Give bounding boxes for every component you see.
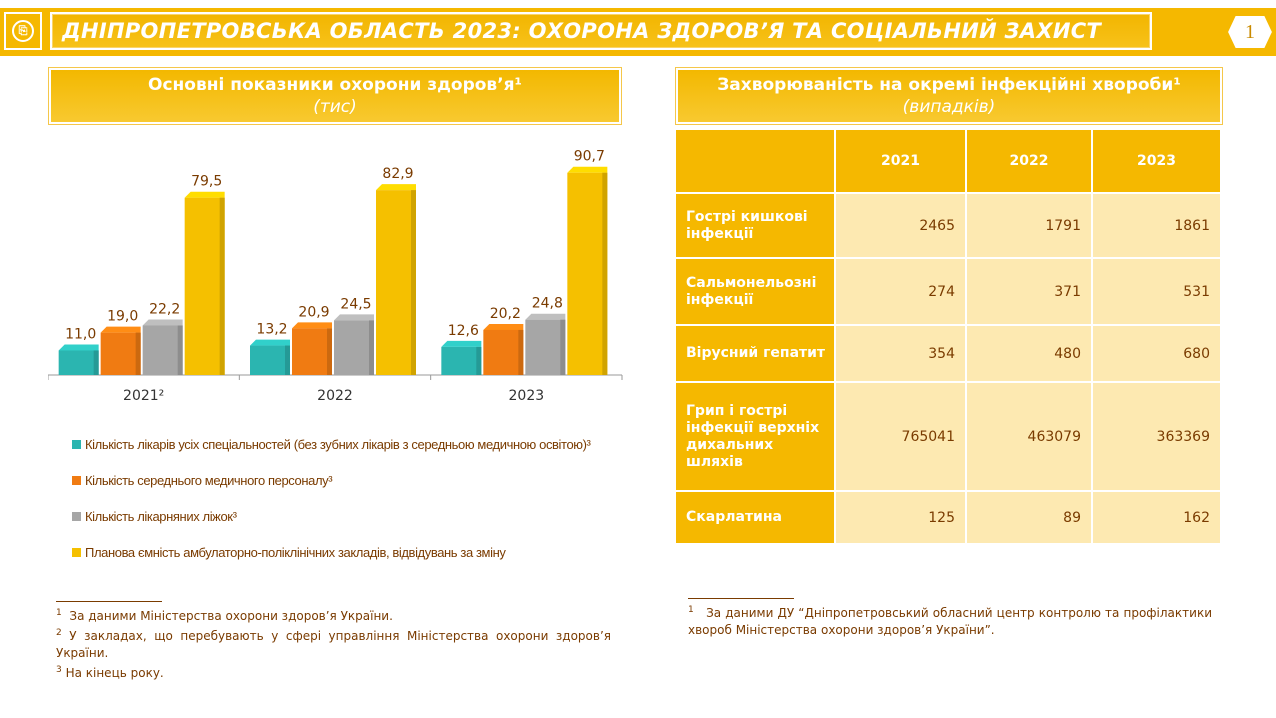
- health-indicators-banner: Основні показники охорони здоров’я¹ (тис…: [49, 68, 621, 124]
- data-label: 19,0: [107, 309, 138, 325]
- legend-label: Планова ємність амбулаторно-поліклінічни…: [85, 545, 506, 560]
- legend-label: Кількість лікарів усіх спеціальностей (б…: [85, 437, 591, 452]
- table-cell: 463079: [967, 383, 1093, 492]
- row-label: Вірусний гепатит: [676, 326, 836, 383]
- footnote-2: 2 У закладах, що перебувають у сфері упр…: [56, 628, 611, 660]
- page-title: ДНІПРОПЕТРОВСЬКА ОБЛАСТЬ 2023: ОХОРОНА З…: [62, 19, 1102, 43]
- infection-subtitle: (випадків): [902, 97, 996, 117]
- legend-swatch: [72, 476, 81, 485]
- legend-swatch: [72, 512, 81, 521]
- table-cell: 89: [967, 492, 1093, 545]
- column-header: 2022: [967, 130, 1093, 194]
- data-label: 13,2: [256, 322, 287, 338]
- data-label: 20,2: [490, 306, 521, 322]
- data-label: 79,5: [191, 174, 222, 190]
- bar: [292, 322, 332, 375]
- data-label: 22,2: [149, 301, 180, 317]
- table-cell: 363369: [1093, 383, 1222, 492]
- footnote-3: 3 На кінець року.: [56, 665, 164, 680]
- table-cell: 480: [967, 326, 1093, 383]
- logo: ⎘: [4, 12, 42, 50]
- column-header: 2021: [836, 130, 967, 194]
- left-footnotes: 1 За даними Міністерства охорони здоров’…: [56, 605, 611, 682]
- data-label: 24,5: [340, 296, 371, 312]
- bar: [334, 314, 374, 375]
- legend-item-beds: Кількість лікарняних ліжок³: [72, 508, 612, 525]
- footnote-1: 1 За даними Міністерства охорони здоров’…: [56, 608, 393, 623]
- right-footnote: 1 За даними ДУ “Дніпропетровський обласн…: [688, 605, 1212, 637]
- bar: [567, 166, 608, 375]
- row-label: Гострі кишкові інфекції: [676, 194, 836, 259]
- bar: [184, 191, 225, 375]
- page-number: 1: [1245, 20, 1255, 43]
- table-cell: 274: [836, 259, 967, 326]
- table-row: Гострі кишкові інфекції 2465 1791 1861: [676, 194, 1222, 259]
- table-row: Скарлатина 125 89 162: [676, 492, 1222, 545]
- table-cell: 1861: [1093, 194, 1222, 259]
- row-label: Грип і гострі інфекції верхніх дихальних…: [676, 383, 836, 492]
- document-icon: ⎘: [12, 20, 34, 42]
- table-cell: 371: [967, 259, 1093, 326]
- data-label: 82,9: [382, 166, 413, 182]
- data-label: 90,7: [574, 149, 605, 165]
- bar: [525, 313, 566, 375]
- page-badge: [1226, 14, 1274, 50]
- legend-swatch: [72, 440, 81, 449]
- legend-label: Кількість лікарняних ліжок³: [85, 509, 237, 524]
- table-corner: [676, 130, 836, 194]
- table-cell: 2465: [836, 194, 967, 259]
- infection-banner: Захворюваність на окремі інфекційні хвор…: [676, 68, 1222, 124]
- data-label: 11,0: [65, 326, 96, 342]
- health-indicators-subtitle: (тис): [313, 97, 357, 117]
- row-label: Скарлатина: [676, 492, 836, 545]
- table-row: Сальмонельозні інфекції 274 371 531: [676, 259, 1222, 326]
- legend-item-capacity: Планова ємність амбулаторно-поліклінічни…: [72, 544, 612, 561]
- x-tick-label: 2023: [509, 388, 545, 404]
- infection-table: 2021 2022 2023 Гострі кишкові інфекції 2…: [676, 130, 1222, 545]
- infection-title: Захворюваність на окремі інфекційні хвор…: [717, 75, 1181, 95]
- bar: [250, 339, 290, 375]
- data-label: 24,8: [532, 296, 563, 312]
- legend-label: Кількість середнього медичного персоналу…: [85, 473, 333, 488]
- bar: [58, 344, 99, 375]
- table-cell: 162: [1093, 492, 1222, 545]
- health-indicators-title: Основні показники охорони здоров’я¹: [148, 75, 522, 95]
- bar: [376, 184, 416, 375]
- table-cell: 765041: [836, 383, 967, 492]
- row-label: Сальмонельозні інфекції: [676, 259, 836, 326]
- table-cell: 125: [836, 492, 967, 545]
- legend-swatch: [72, 548, 81, 557]
- footnote-rule: [688, 598, 794, 599]
- column-header: 2023: [1093, 130, 1222, 194]
- legend-item-doctors: Кількість лікарів усіх спеціальностей (б…: [72, 436, 612, 453]
- x-tick-label: 2022: [317, 388, 353, 404]
- data-label: 20,9: [298, 304, 329, 320]
- table-header-row: 2021 2022 2023: [676, 130, 1222, 194]
- title-banner: ДНІПРОПЕТРОВСЬКА ОБЛАСТЬ 2023: ОХОРОНА З…: [50, 12, 1152, 50]
- health-bar-chart: 11,0 19,0 22,2 79,5 2021² 13,2 20,9 24,5 82,9 202…: [48, 149, 623, 404]
- legend-item-nurses: Кількість середнього медичного персоналу…: [72, 472, 612, 489]
- bar: [142, 319, 183, 375]
- table-cell: 1791: [967, 194, 1093, 259]
- x-tick-label: 2021²: [123, 388, 164, 404]
- table-cell: 354: [836, 326, 967, 383]
- footnote-rule: [56, 601, 162, 602]
- table-row: Грип і гострі інфекції верхніх дихальних…: [676, 383, 1222, 492]
- data-label: 12,6: [448, 323, 479, 339]
- bar: [441, 340, 482, 375]
- table-cell: 531: [1093, 259, 1222, 326]
- table-row: Вірусний гепатит 354 480 680: [676, 326, 1222, 383]
- table-cell: 680: [1093, 326, 1222, 383]
- bar: [100, 326, 141, 375]
- bar: [483, 323, 524, 375]
